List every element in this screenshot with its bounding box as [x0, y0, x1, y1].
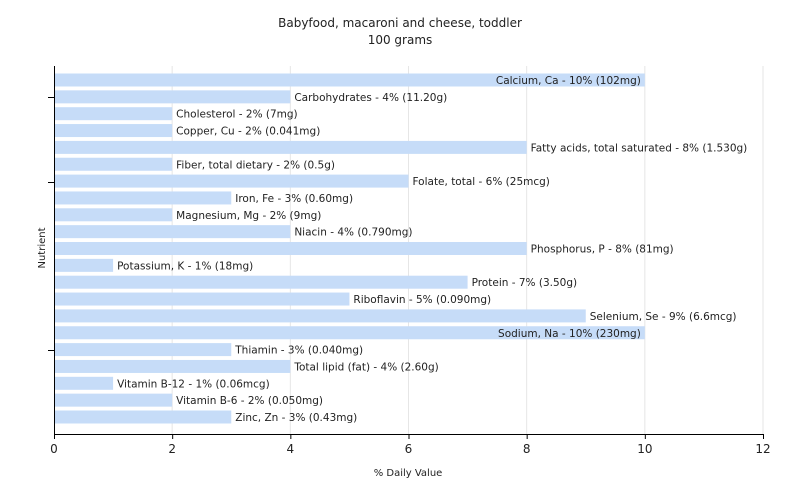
x-tick-label: 0 [50, 442, 58, 456]
bar [54, 157, 173, 171]
chart-subtitle: 100 grams [368, 33, 433, 47]
bar [54, 140, 527, 154]
bar [54, 309, 586, 323]
bar [54, 359, 291, 373]
bar-label: Potassium, K - 1% (18mg) [117, 260, 253, 272]
bar [54, 124, 173, 138]
bar-label: Protein - 7% (3.50g) [472, 277, 578, 289]
bar [54, 258, 114, 272]
bar [54, 174, 409, 188]
x-tick-label: 4 [287, 442, 295, 456]
bar-label: Thiamin - 3% (0.040mg) [234, 345, 363, 357]
bar [54, 275, 468, 289]
bar [54, 73, 645, 87]
bar [54, 292, 350, 306]
bar-label: Folate, total - 6% (25mcg) [413, 176, 550, 188]
bar [54, 393, 173, 407]
bar-label: Selenium, Se - 9% (6.6mcg) [590, 311, 737, 323]
bar [54, 225, 291, 239]
bar-label: Total lipid (fat) - 4% (2.60g) [293, 361, 438, 373]
x-tick-label: 2 [168, 442, 176, 456]
chart-title: Babyfood, macaroni and cheese, toddler [278, 16, 522, 30]
x-tick-label: 8 [523, 442, 531, 456]
bar-label: Phosphorus, P - 8% (81mg) [531, 244, 674, 256]
bar [54, 107, 173, 121]
y-axis-label: Nutrient [37, 227, 48, 268]
x-tick-label: 6 [405, 442, 413, 456]
bar [54, 410, 232, 424]
bar-label: Zinc, Zn - 3% (0.43mg) [235, 412, 357, 424]
bar-label: Iron, Fe - 3% (0.60mg) [235, 193, 353, 205]
bar [54, 343, 232, 357]
bar-label: Fiber, total dietary - 2% (0.5g) [176, 159, 335, 171]
bar-label: Fatty acids, total saturated - 8% (1.530… [531, 142, 748, 154]
bar-label: Calcium, Ca - 10% (102mg) [496, 75, 641, 87]
bar [54, 376, 114, 390]
bar [54, 326, 645, 340]
bar-label: Riboflavin - 5% (0.090mg) [353, 294, 491, 306]
bar-label: Carbohydrates - 4% (11.20g) [294, 92, 447, 104]
x-axis-label: % Daily Value [374, 468, 443, 479]
x-tick-label: 10 [637, 442, 652, 456]
axes: 0 2 4 6 8 10 12 [48, 66, 771, 456]
bar-label: Vitamin B-12 - 1% (0.06mcg) [117, 378, 270, 390]
bar [54, 242, 527, 255]
bar-label: Niacin - 4% (0.790mg) [294, 227, 412, 239]
bar-label: Sodium, Na - 10% (230mg) [498, 328, 641, 340]
bar [54, 208, 173, 222]
bar [54, 191, 232, 205]
bar-label: Vitamin B-6 - 2% (0.050mg) [176, 395, 323, 407]
bars: Calcium, Ca - 10% (102mg) Carbohydrates -… [54, 73, 748, 424]
x-tick-label: 12 [755, 442, 770, 456]
bar-label: Magnesium, Mg - 2% (9mg) [176, 210, 321, 222]
bar-label: Copper, Cu - 2% (0.041mg) [176, 126, 320, 138]
bar [54, 90, 291, 104]
bar-label: Cholesterol - 2% (7mg) [176, 109, 298, 121]
